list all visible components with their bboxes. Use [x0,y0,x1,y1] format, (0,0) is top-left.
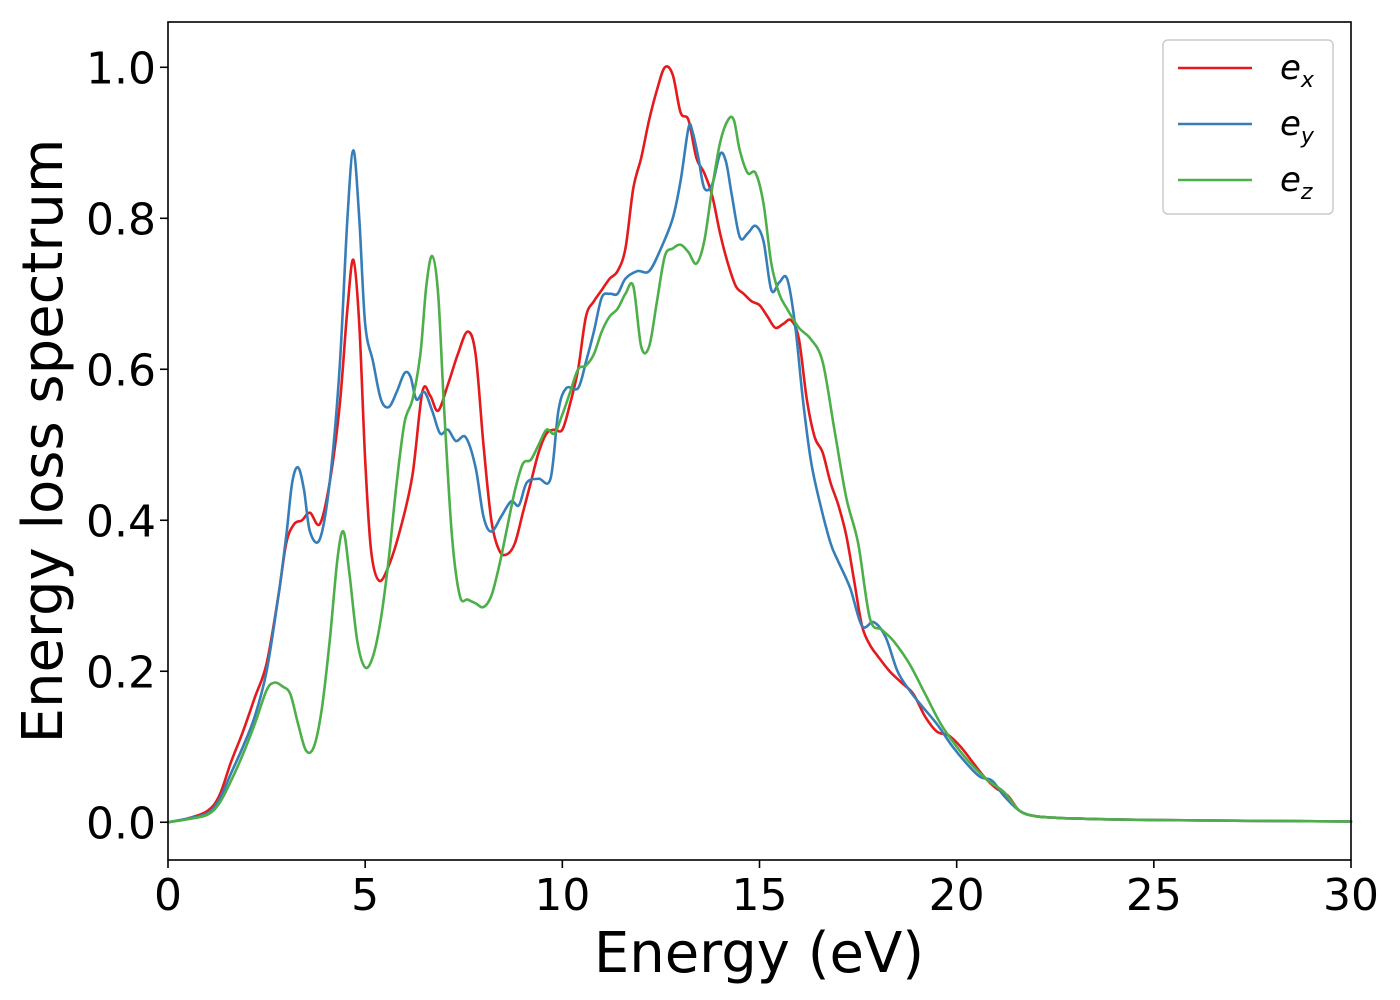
x-tick-label: 5 [351,870,379,921]
x-tick-label: 0 [154,870,182,921]
y-axis-title: Energy loss spectrum [11,139,76,744]
series-line-x [166,65,1353,824]
series-line-y [166,122,1353,824]
x-tick-label: 10 [534,870,590,921]
x-axis-ticks: 0 5 10 15 20 25 30 [154,860,1379,921]
x-axis-title: Energy (eV) [594,921,924,986]
legend-label-z: ez [1280,160,1313,205]
legend-label-x: ex [1280,48,1315,93]
y-tick-label: 0.0 [86,798,156,849]
x-tick-label: 15 [732,870,788,921]
y-tick-label: 1.0 [86,43,156,94]
series-line-z [166,115,1353,824]
legend-box [1162,39,1334,215]
x-tick-label: 20 [929,870,985,921]
y-tick-label: 0.2 [86,647,156,698]
y-tick-label: 0.8 [86,194,156,245]
x-tick-label: 30 [1323,870,1379,921]
y-tick-label: 0.4 [86,496,156,547]
y-tick-label: 0.6 [86,345,156,396]
legend: ex ey ez [1162,39,1334,215]
y-axis-ticks: 0.0 0.2 0.4 0.6 0.8 1.0 [86,43,168,849]
series-layer [166,65,1353,824]
x-tick-label: 25 [1126,870,1182,921]
legend-label-y: ey [1280,104,1315,149]
